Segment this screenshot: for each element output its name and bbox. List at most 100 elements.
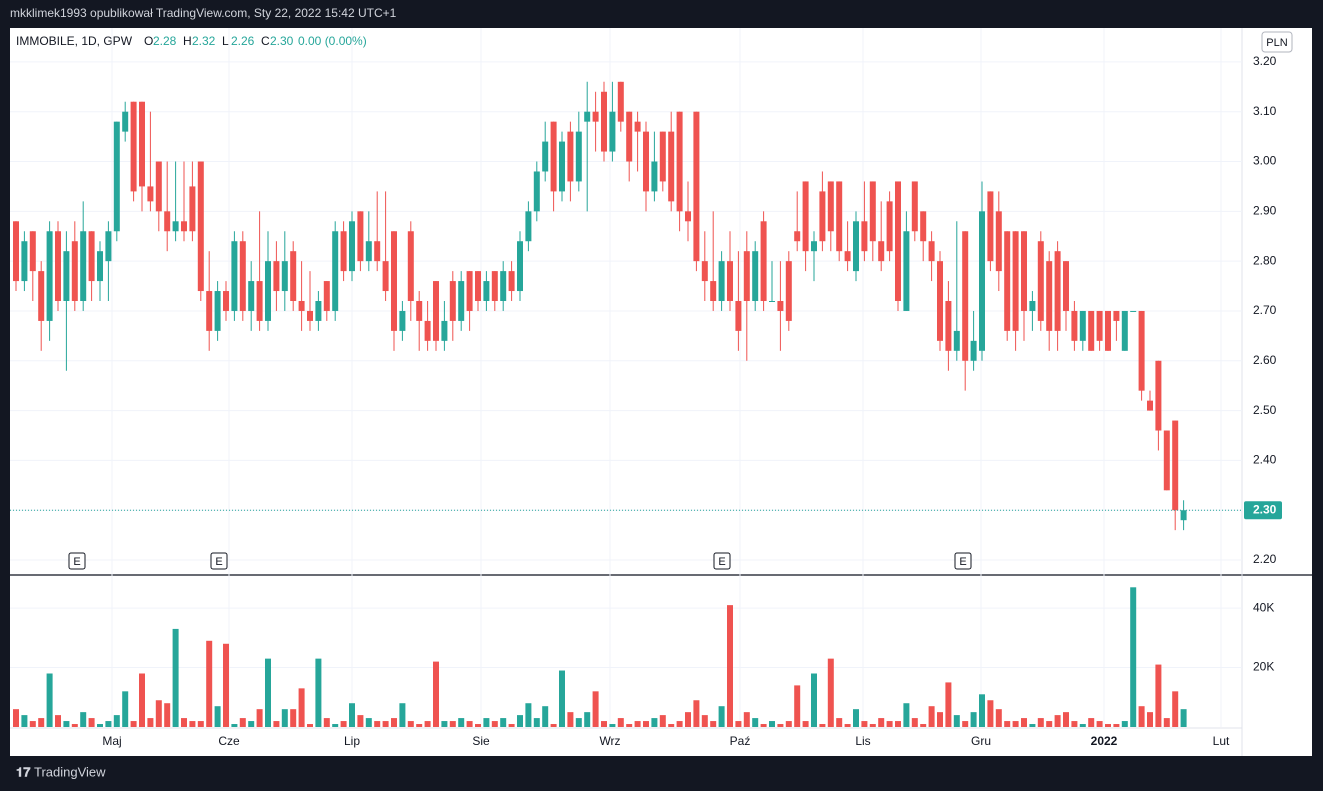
volume-bar: [46, 673, 53, 727]
brand: TradingView: [34, 764, 106, 779]
candle-body: [1147, 400, 1153, 411]
candle-body: [105, 231, 112, 262]
volume-bar: [659, 715, 666, 727]
candle-body: [63, 251, 70, 301]
candle-body: [685, 211, 691, 222]
volume-bar: [651, 718, 658, 727]
y-tick-label: 2.20: [1253, 552, 1277, 566]
volume-bar: [777, 724, 784, 727]
x-tick-label: Maj: [102, 734, 121, 748]
volume-bar: [1105, 724, 1111, 727]
candle-body: [365, 241, 372, 262]
volume-bar: [903, 703, 910, 727]
candle-body: [500, 271, 507, 301]
volume-bar: [197, 721, 204, 727]
volume-bar: [769, 721, 775, 727]
candle-body: [517, 241, 523, 292]
volume-bar: [500, 718, 507, 727]
candle-body: [718, 261, 725, 301]
y-tick-label: 2.60: [1253, 353, 1277, 367]
candle-body: [1180, 510, 1187, 521]
candle-body: [760, 221, 767, 301]
volume-bar: [508, 724, 515, 727]
currency[interactable]: PLN: [1266, 37, 1287, 49]
candle-body: [1054, 251, 1061, 331]
volume-bar: [1113, 724, 1120, 727]
volume-bar: [693, 700, 700, 727]
volume-bar: [617, 718, 624, 727]
x-tick-label: Paź: [730, 734, 751, 748]
candle-body: [920, 211, 927, 242]
volume-bar: [953, 715, 960, 727]
candle-body: [525, 211, 532, 242]
y-tick-label: 2.90: [1253, 204, 1277, 218]
volume-bar: [1046, 721, 1053, 727]
candle-body: [1096, 310, 1103, 341]
candle-body: [374, 241, 381, 262]
volume-bar: [483, 718, 490, 727]
candle-body: [634, 121, 641, 132]
symbol: IMMOBILE, 1D, GPW: [16, 34, 133, 48]
volume-bar: [584, 712, 591, 727]
volume-bar: [189, 721, 196, 727]
legend-label: H: [183, 34, 192, 48]
volume-bar: [794, 685, 801, 727]
volume-bar: [911, 718, 918, 727]
candle-body: [559, 141, 565, 192]
candle-body: [710, 281, 717, 301]
volume-tick-label: 40K: [1253, 600, 1274, 614]
volume-bar: [55, 715, 61, 727]
candle-body: [265, 261, 271, 321]
candle-body: [937, 261, 943, 341]
candle-body: [542, 141, 549, 172]
volume-bar: [592, 691, 599, 727]
volume-bar: [668, 724, 675, 727]
volume-bar: [559, 670, 565, 727]
volume-bar: [88, 718, 95, 727]
candle-body: [1063, 261, 1069, 311]
candle-body: [21, 241, 28, 282]
event-label: E: [959, 556, 966, 568]
candle-body: [819, 191, 826, 242]
volume-bar: [475, 724, 481, 727]
volume-bar: [223, 643, 229, 727]
candle-body: [911, 181, 918, 232]
volume-bar: [113, 715, 120, 727]
legend-label: L: [222, 34, 229, 48]
volume-bar: [365, 718, 372, 727]
volume-bar: [248, 721, 255, 727]
candle-body: [651, 161, 658, 192]
candle-body: [827, 181, 834, 232]
candle-body: [349, 221, 355, 272]
event-label: E: [215, 556, 222, 568]
volume-bar: [323, 718, 330, 727]
volume-bar: [130, 721, 137, 727]
volume-bar: [155, 700, 162, 727]
candle-body: [298, 301, 305, 311]
candle-body: [752, 251, 759, 301]
candle-body: [475, 271, 481, 301]
candle-body: [13, 221, 19, 282]
candle-body: [1121, 310, 1128, 351]
candle-body: [794, 231, 801, 242]
volume-bar: [399, 703, 406, 727]
volume-bar: [987, 700, 994, 727]
candle-body: [197, 161, 204, 292]
volume-bar: [332, 724, 339, 727]
volume-bar: [844, 724, 851, 727]
candle-body: [1155, 360, 1162, 431]
volume-bar: [819, 724, 826, 727]
volume-bar: [575, 718, 582, 727]
volume-bar: [13, 709, 19, 727]
candle-body: [970, 340, 977, 361]
volume-bar: [1096, 721, 1103, 727]
candle-body: [223, 291, 229, 311]
volume-bar: [1155, 664, 1162, 727]
candle-body: [811, 241, 817, 252]
candle-body: [1004, 231, 1011, 331]
legend-label: C: [261, 34, 270, 48]
volume-bar: [172, 628, 179, 727]
volume-bar: [853, 709, 859, 727]
currency-button[interactable]: [1261, 31, 1293, 53]
candle-body: [643, 131, 649, 192]
